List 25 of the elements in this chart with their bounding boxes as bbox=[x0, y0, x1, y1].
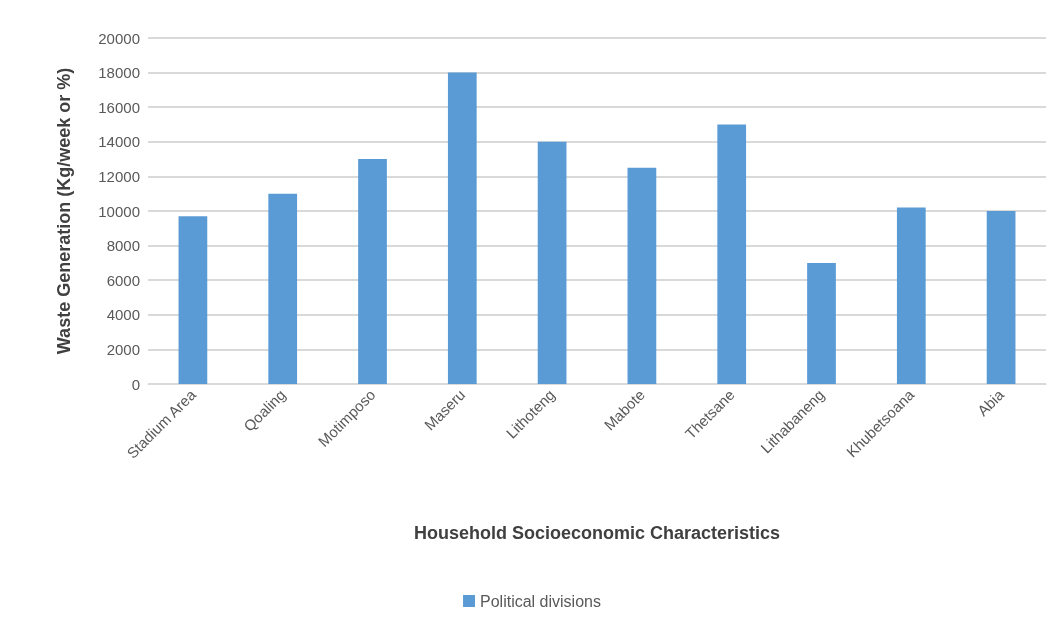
y-tick-label: 14000 bbox=[98, 133, 140, 151]
bar bbox=[178, 216, 208, 384]
bar bbox=[268, 193, 298, 384]
bar bbox=[896, 207, 926, 384]
y-tick-label: 8000 bbox=[106, 237, 140, 255]
y-tick-label: 2000 bbox=[106, 340, 140, 358]
bar bbox=[358, 159, 387, 384]
x-axis-title: Household Socioeconomic Characteristics bbox=[413, 523, 781, 543]
bar bbox=[717, 124, 747, 384]
bar bbox=[537, 141, 567, 384]
y-tick-label: 20000 bbox=[98, 29, 140, 47]
bar bbox=[627, 167, 657, 384]
x-tick-label: Abia bbox=[973, 385, 1008, 420]
bar bbox=[986, 211, 1016, 384]
bar bbox=[447, 72, 477, 384]
y-tick-label: 0 bbox=[131, 375, 140, 393]
bar bbox=[807, 262, 836, 384]
y-tick-label: 18000 bbox=[98, 64, 140, 82]
y-axis-title: Waste Generation (Kg/week or %) bbox=[54, 67, 74, 355]
legend-label: Political divisions bbox=[480, 592, 601, 610]
y-tick-label: 12000 bbox=[98, 167, 140, 185]
y-tick-label: 4000 bbox=[106, 306, 140, 324]
y-tick-label: 6000 bbox=[106, 271, 140, 289]
y-tick-label: 10000 bbox=[98, 202, 140, 220]
y-tick-label: 16000 bbox=[98, 98, 140, 116]
